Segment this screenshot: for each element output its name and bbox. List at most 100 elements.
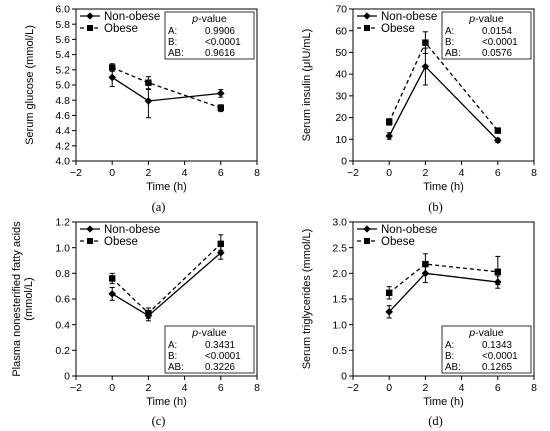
y-axis-label: Plasma nonesterified fatty acids [11,221,23,377]
data-point-square [422,260,429,268]
x-tick-label: 0 [386,167,392,179]
x-tick-label: −2 [347,382,359,394]
legend-marker-diamond [86,225,94,233]
panel-label: (d) [428,414,443,428]
panel-label: (c) [152,414,166,428]
x-tick-label: −2 [70,382,82,394]
legend-marker-diamond [363,12,371,20]
y-tick-label: 1.0 [55,242,70,254]
pvalue-row-value: 0.9616 [205,48,236,59]
pvalue-row-value: 0.0154 [482,26,513,37]
series-line-non-obese [111,252,222,317]
x-tick-label: 0 [109,382,115,394]
y-tick-label: 5.4 [55,49,70,61]
series-line-obese [111,243,222,315]
data-point-diamond [108,73,116,82]
x-axis-label: Time (h) [146,181,187,193]
y-tick-label: 0 [341,371,347,383]
pvalue-box [164,325,255,374]
data-point-diamond [144,97,153,105]
x-tick-label: 0 [386,382,392,394]
plot-frame [352,8,535,162]
pvalue-row-value: 0.3431 [205,340,235,351]
data-point-square [109,275,116,282]
x-tick-label: 6 [218,167,224,179]
x-tick-label: 4 [459,167,465,179]
pvalue-row-label: AB: [168,362,184,373]
pvalue-row-value: 0.9906 [205,26,236,37]
pvalue-row-value: 0.0576 [482,48,513,59]
y-tick-label: 20 [335,112,347,124]
data-point-square [217,240,224,248]
legend-marker-square [364,238,370,244]
pvalue-row-label: A: [445,340,454,351]
y-tick-label: 50 [335,47,347,59]
pvalue-row-value: 0.1343 [482,340,513,351]
data-point-square [494,268,501,275]
x-tick-label: 2 [145,167,151,179]
pvalue-title: p-value [191,13,227,25]
y-tick-label: 4.0 [55,156,70,168]
legend-marker-diamond [363,225,371,233]
y-tick-label: 1.0 [332,319,347,331]
y-tick-label: 70 [335,4,347,16]
pvalue-row-value: <0.0001 [205,37,241,48]
legend-label-obese: Obese [381,236,415,248]
data-point-square [494,127,501,134]
legend-label-non-obese: Non-obese [381,11,437,23]
data-point-diamond [217,249,225,257]
data-point-square [386,289,393,297]
legend-label-non-obese: Non-obese [104,11,160,23]
y-axis-label: Serum glucose (mmol/L) [24,25,36,145]
pvalue-row-value: <0.0001 [482,37,518,48]
y-tick-label: 3.0 [332,217,347,229]
legend-marker-square [87,238,93,244]
pvalue-row-value: 0.3226 [205,362,236,373]
pvalue-row-label: AB: [445,48,461,59]
pvalue-box [441,11,532,60]
pvalue-row-value: <0.0001 [205,351,241,362]
x-tick-label: 2 [145,382,151,394]
data-point-diamond [421,62,430,71]
y-axis-label: (mmol/L) [23,277,35,320]
x-tick-label: 8 [254,382,260,394]
y-tick-label: 0 [64,371,70,383]
x-tick-label: 4 [182,167,188,179]
pvalue-row-label: B: [445,351,454,362]
y-tick-label: 40 [335,69,347,81]
y-tick-label: 5.8 [55,19,70,31]
pvalue-row-value: 0.1265 [482,362,513,373]
x-axis-label: Time (h) [423,396,464,408]
y-axis-label: Serum insulin (μIU/mL) [301,29,313,142]
data-point-square [217,104,224,111]
panel-label: (a) [152,200,166,214]
pvalue-row-label: B: [445,37,454,48]
data-point-square [145,309,152,317]
x-tick-label: 8 [254,167,260,179]
pvalue-row-label: AB: [168,48,184,59]
data-point-diamond [108,290,116,298]
pvalue-row-label: AB: [445,362,461,373]
data-point-diamond [385,308,393,316]
legend-label-non-obese: Non-obese [381,224,437,236]
y-tick-label: 0.5 [332,345,347,357]
data-point-square [386,118,393,126]
x-tick-label: 0 [109,167,115,179]
y-tick-label: 2.5 [332,242,347,254]
y-tick-label: 0 [341,156,347,168]
x-tick-label: 4 [459,382,465,394]
x-tick-label: 8 [531,167,537,179]
chart-panel-a: 4.0 4.2 4.4 4.6 4.8 5.0 5.2 5.4 5.6 5.8 6.0 −2 0 2 4 6 8… [24,4,260,214]
y-tick-label: 4.8 [55,95,70,107]
pvalue-row-label: A: [168,26,177,37]
data-point-diamond [494,136,502,145]
x-axis-label: Time (h) [146,396,187,408]
legend-label-obese: Obese [104,23,138,35]
x-tick-label: −2 [70,167,82,179]
y-tick-label: 5.2 [55,64,70,76]
legend-label-non-obese: Non-obese [104,224,160,236]
y-axis-label: Serum triglycerides (mmol/L) [301,229,313,370]
data-point-diamond [217,89,225,98]
